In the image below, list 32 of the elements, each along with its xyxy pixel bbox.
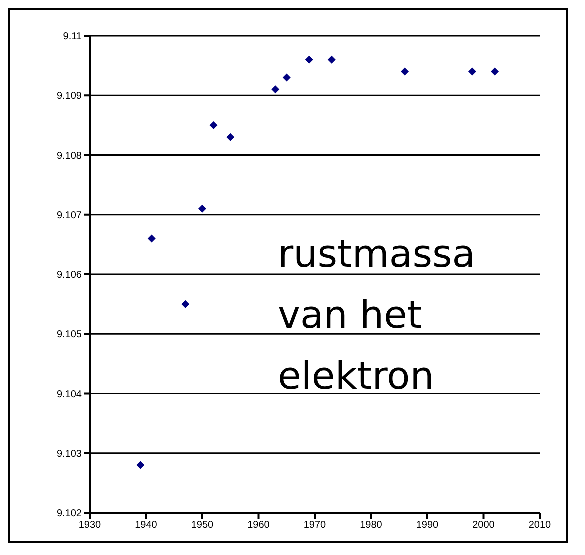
- y-tick-label: 9.108: [56, 150, 82, 162]
- x-tick-label: 1990: [416, 520, 440, 532]
- point: [401, 68, 409, 76]
- point: [210, 121, 218, 130]
- point: [468, 68, 476, 76]
- point: [272, 86, 280, 94]
- y-tick-label: 9.102: [56, 508, 82, 520]
- point: [328, 56, 336, 64]
- y-tick-label: 9.103: [56, 448, 82, 460]
- point: [182, 300, 190, 308]
- annotation: rustmassa van het elektron: [278, 231, 477, 400]
- x-tick-label: 1940: [135, 520, 158, 532]
- x-tick-label: 1960: [248, 520, 270, 532]
- y-tick-label: 9.11: [63, 32, 82, 43]
- y-tick-label: 9.107: [56, 210, 82, 222]
- x-tick-label: 2010: [528, 520, 552, 532]
- point: [282, 74, 291, 82]
- y-tick-label: 9.104: [56, 389, 82, 400]
- y-tick-label: 9.106: [56, 270, 82, 282]
- point: [491, 68, 499, 76]
- y-tick-label: 9.105: [56, 330, 82, 341]
- x-tick-label: 1970: [304, 520, 327, 532]
- point: [305, 56, 314, 64]
- x-tick-label: 1950: [191, 520, 214, 532]
- point: [226, 133, 235, 142]
- x-tick-label: 1980: [360, 520, 383, 532]
- y-tick-label: 9.109: [56, 91, 82, 102]
- point: [148, 234, 156, 243]
- point: [136, 461, 145, 470]
- x-tick-label: 1930: [78, 520, 102, 532]
- x-tick-label: 2000: [472, 520, 496, 532]
- point: [198, 204, 206, 213]
